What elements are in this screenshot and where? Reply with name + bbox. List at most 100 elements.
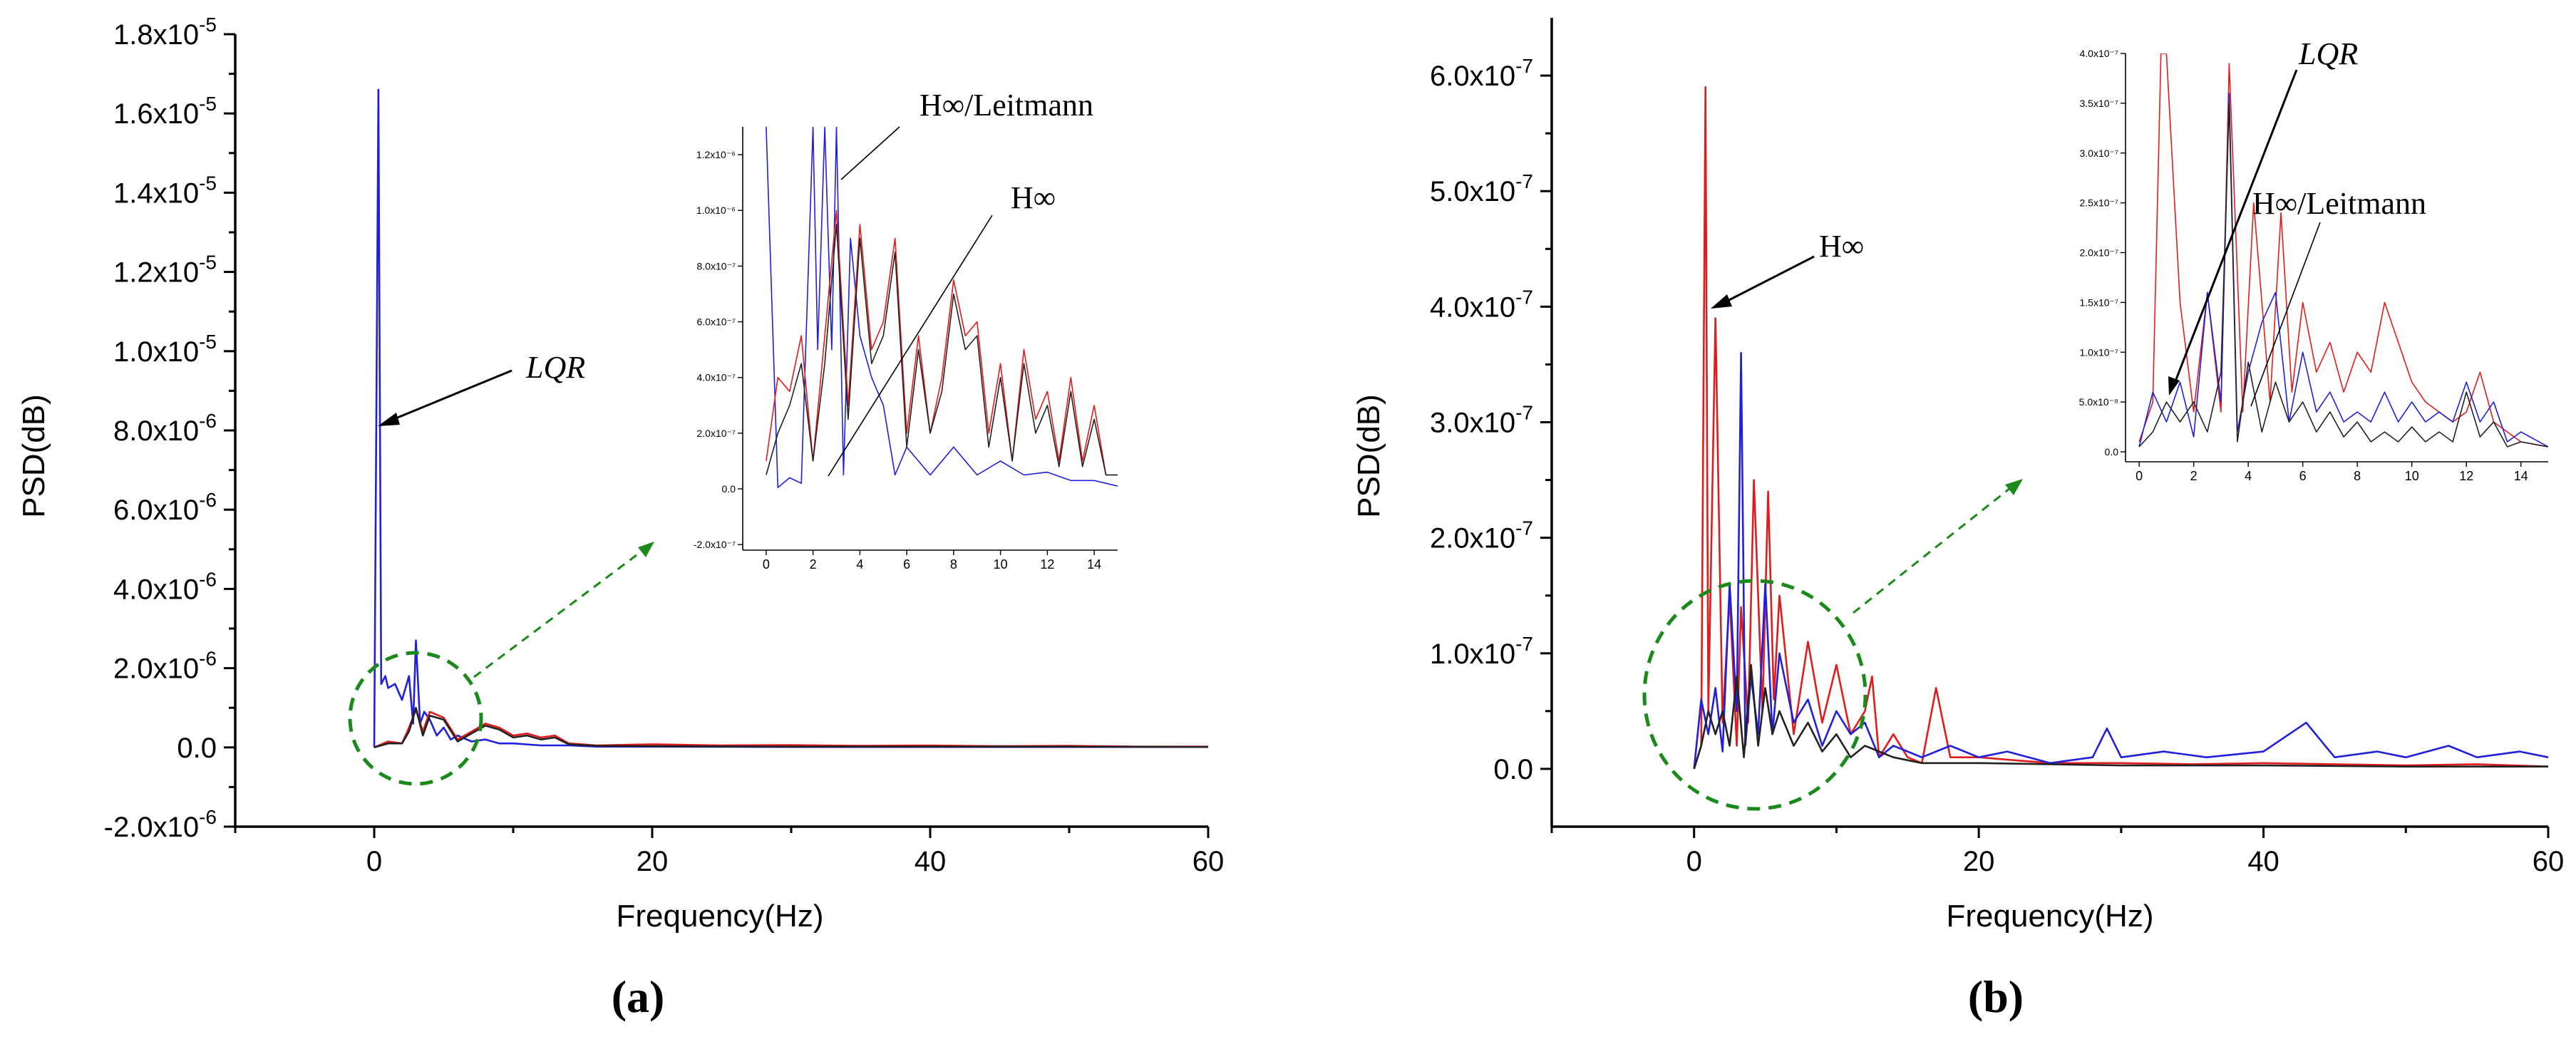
panel-a-y-tick-label: -2.0x10-6	[104, 806, 217, 843]
panel-a-leitmann-pointer	[840, 126, 900, 180]
panel-a-y-axis-title: PSD(dB)	[16, 394, 51, 518]
panel-b-x-tick-label: 60	[2533, 846, 2565, 877]
panel-a-y-tick-label: 1.2x10-5	[113, 252, 217, 289]
panel-a-inset-y-tick-label: 6.0x10⁻⁷	[697, 316, 736, 328]
panel-a-y-tick-label: 8.0x10-6	[113, 410, 217, 447]
panel-b-y-tick-label: 4.0x10-7	[1430, 286, 1533, 323]
panel-a-lqr-annotation: LQR	[525, 350, 585, 385]
panel-a-hinf-annotation: H∞	[1011, 180, 1056, 215]
panel-b-inset-y-tick-label: 3.0x10⁻⁷	[2080, 148, 2119, 159]
panel-b-inset-y-tick-label: 0.0	[2105, 446, 2119, 458]
panel-b-inset-x-tick-label: 4	[2245, 469, 2252, 483]
panel-b-hinf-pointer-head	[1711, 294, 1732, 309]
panel-a-x-tick-label: 60	[1192, 846, 1225, 877]
panel-b-y-tick-label: 0.0	[1493, 754, 1533, 785]
panel-b-inset-x-tick-label: 6	[2299, 469, 2307, 483]
panel-b-inset-plot: 0 2 4 6 8 10 12 14 0.0 5.0x10⁻⁸ 1.0x10⁻⁷ 1.5x10⁻⁷ 2.…	[2079, 48, 2548, 483]
panel-a-inset-plot: 0 2 4 6 8 10 12 14 -2.0x10⁻⁷ 0.0 2.0x10⁻⁷ 4.0x10⁻⁷ 6…	[694, 127, 1118, 572]
panel-a-inset-x-tick-label: 0	[763, 557, 770, 572]
panel-a-y-tick-label: 1.8x10-5	[113, 14, 217, 51]
panel-b-inset-series-lqr	[2138, 93, 2548, 448]
panel-b-y-tick-label: 5.0x10-7	[1430, 170, 1533, 207]
panel-b-y-tick-label: 2.0x10-7	[1430, 517, 1533, 554]
panel-b-inset-x-tick-label: 8	[2354, 469, 2361, 483]
panel-a-inset-x-tick-label: 4	[856, 557, 863, 572]
panel-b-leitmann-pointer	[2250, 222, 2321, 407]
panel-a-zoom-arrow	[473, 547, 646, 678]
panel-b-series-hleitmann	[1693, 663, 2548, 770]
panel-a-inset-y-tick-label: 0.0	[722, 483, 736, 495]
panel-a-inset-y-tick-label: 8.0x10⁻⁷	[697, 260, 736, 272]
panel-b-x-tick-label: 20	[1963, 846, 1995, 877]
panel-a-series-lqr	[373, 88, 1208, 748]
panel-b-inset-series-h	[2138, 53, 2548, 448]
panel-a-inset-x-tick-label: 6	[903, 557, 910, 572]
panel-a-inset-y-tick-label: 4.0x10⁻⁷	[697, 372, 736, 383]
panel-a-inset-series-hleitmann	[766, 223, 1118, 476]
panel-a-y-tick-label: 2.0x10-6	[113, 648, 217, 685]
panel-a-series-h	[373, 708, 1208, 748]
panel-b-y-tick-label: 6.0x10-7	[1430, 55, 1533, 92]
panel-a-x-axis-title: Frequency(Hz)	[617, 899, 824, 934]
panel-b-zoom-region-circle	[1642, 579, 1867, 811]
panel-b-lqr-pointer-head	[2168, 376, 2180, 396]
panel-b-inset-y-tick-label: 4.0x10⁻⁷	[2080, 48, 2119, 59]
panel-a-zoom-region-circle	[348, 651, 483, 786]
panel-a-inset-x-tick-label: 10	[994, 557, 1008, 572]
panel-a-y-tick-label: 6.0x10-6	[113, 489, 217, 526]
panel-a-hinf-pointer	[828, 215, 993, 477]
panel-b-inset-y-tick-label: 2.0x10⁻⁷	[2080, 247, 2119, 259]
panel-b-inset-x-tick-label: 12	[2459, 469, 2473, 483]
panel-b-inset-x-tick-label: 0	[2135, 469, 2143, 483]
panel-b-inset-x-tick-label: 14	[2514, 469, 2528, 483]
panel-b-inset-y-tick-label: 5.0x10⁻⁸	[2079, 396, 2118, 408]
panel-a-inset-series-group	[766, 127, 1118, 488]
panel-a-x-tick-label: 0	[366, 846, 382, 877]
panel-a-x-tick-label: 20	[637, 846, 669, 877]
panel-b-inset-y-tick-label: 1.0x10⁻⁷	[2080, 346, 2119, 358]
panel-a-x-tick-label: 40	[915, 846, 947, 877]
panel-b-plot-area: 0 20 40 600.01.0x10-72.0x10-73.0x10-74.0x10…	[1430, 18, 2564, 877]
panel-a-inset-series-h	[766, 210, 1118, 476]
panel-b-hinf-pointer	[1723, 255, 1815, 304]
panel-a-plot-area: 0 20 40 60-2.0x10-60.02.0x10-64.0x10-66.0x1…	[104, 14, 1225, 877]
panel-a-inset-series-lqr	[766, 127, 1118, 488]
panel-b-inset-series-hleitmann	[2138, 103, 2548, 448]
panel-b-x-tick-label: 40	[2247, 846, 2279, 877]
panel-b-label: (b)	[1968, 971, 2024, 1022]
panel-b-inset-x-tick-label: 10	[2405, 469, 2419, 483]
panel-b-x-tick-label: 0	[1686, 846, 1702, 877]
panel-b-lqr-pointer	[2173, 69, 2298, 386]
panel-a-inset-y-tick-label: 1.0x10⁻⁶	[696, 205, 736, 216]
panel-a-inset-x-tick-label: 8	[950, 557, 957, 572]
panel-b-y-axis-title: PSD(dB)	[1351, 394, 1386, 518]
panel-a-y-tick-label: 1.4x10-5	[113, 172, 217, 209]
panel-a-inset-x-tick-label: 12	[1040, 557, 1054, 572]
panel-b-y-tick-label: 3.0x10-7	[1430, 402, 1533, 439]
panel-a-inset-x-tick-label: 14	[1087, 557, 1101, 572]
panel-b-inset-y-tick-label: 1.5x10⁻⁷	[2080, 296, 2119, 308]
panel-a-inset-y-tick-label: 2.0x10⁻⁷	[697, 428, 736, 439]
panel-b-zoom-arrow	[1853, 487, 2011, 614]
panel-a-y-tick-label: 1.6x10-5	[113, 93, 217, 130]
panel-b-hinf-annotation: H∞	[1819, 229, 1864, 264]
panel-a-y-tick-label: 0.0	[177, 733, 217, 764]
panel-b-inset-y-tick-label: 2.5x10⁻⁷	[2080, 197, 2119, 209]
panel-a-lqr-pointer-head	[378, 413, 400, 426]
panel-a-inset-x-tick-label: 2	[810, 557, 817, 572]
panel-a-inset-y-tick-label: -2.0x10⁻⁷	[694, 539, 736, 550]
panel-a-series-hleitmann	[373, 706, 1209, 749]
panel-a-y-tick-label: 1.0x10-5	[113, 331, 217, 368]
panel-b-y-tick-label: 1.0x10-7	[1430, 633, 1533, 670]
panel-a-inset-y-tick-label: 1.2x10⁻⁶	[696, 149, 736, 160]
panel-b-inset-y-tick-label: 3.5x10⁻⁷	[2080, 98, 2119, 109]
panel-b-chart: 0 20 40 600.01.0x10-72.0x10-73.0x10-74.0x10…	[1351, 18, 2564, 1022]
panel-b-zoom-arrow-head	[2005, 479, 2023, 495]
panel-b-series-lqr	[1693, 351, 2549, 770]
panel-b-lqr-annotation: LQR	[2298, 36, 2358, 71]
panel-b-hinf-leitmann-annotation: H∞/Leitmann	[2252, 186, 2426, 221]
panel-b-x-axis-title: Frequency(Hz)	[1947, 899, 2154, 934]
panel-a-y-tick-label: 4.0x10-6	[113, 568, 217, 605]
panel-b-inset-x-tick-label: 2	[2190, 469, 2198, 483]
